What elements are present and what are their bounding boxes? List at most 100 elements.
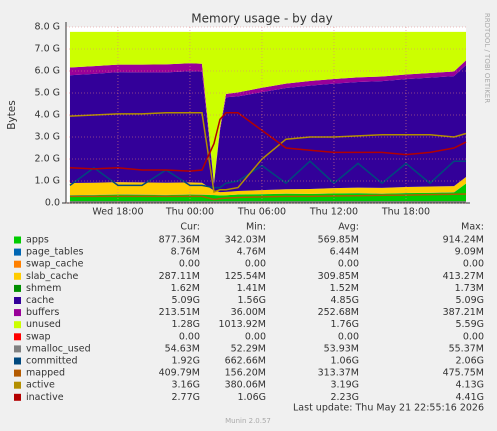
legend-stat: 1.06G: [330, 356, 359, 367]
legend-label: unused: [26, 319, 61, 330]
chart-title: Memory usage - by day: [191, 12, 332, 26]
legend-stat: 5.09G: [455, 295, 484, 306]
area: [69, 183, 467, 203]
legend-label: committed: [26, 356, 78, 367]
area: [69, 177, 467, 196]
legend-label: buffers: [26, 307, 59, 318]
area: [69, 31, 467, 183]
legend-stat: 4.41G: [455, 392, 484, 403]
line: [69, 112, 467, 194]
y-tick-label: 1.0 G: [35, 176, 61, 187]
legend-stat: 2.77G: [171, 392, 200, 403]
legend-stat: 0.00: [463, 331, 484, 342]
legend-stat: 55.37M: [449, 343, 484, 354]
legend-stat: 0.00: [179, 331, 200, 342]
legend-stat: 213.51M: [159, 307, 200, 318]
legend-stat: 156.20M: [225, 368, 266, 379]
legend-swatch: [14, 272, 21, 280]
legend-stat: 387.21M: [443, 307, 484, 318]
legend-swatch: [14, 284, 21, 292]
legend-stat: 0.00: [463, 259, 484, 270]
legend-stat: 1.41M: [237, 283, 266, 294]
legend-stat: 0.00: [338, 259, 359, 270]
legend-stat: 0.00: [245, 259, 266, 270]
legend-stat: 1013.92M: [219, 319, 266, 330]
y-tick-label: 2.0 G: [35, 154, 61, 165]
legend-stat: 877.36M: [159, 235, 200, 246]
area: [69, 65, 467, 193]
legend-swatch: [14, 309, 21, 317]
side-text: RRDTOOL / TOBI OETIKER: [483, 13, 491, 103]
stat-header: Max:: [461, 222, 484, 233]
legend-swatch: [14, 297, 21, 304]
legend-stat: 0.00: [338, 331, 359, 342]
footer: Last update: Thu May 21 22:55:16 2026: [293, 403, 484, 414]
legend-stat: 1.28G: [171, 319, 200, 330]
stat-header: Min:: [246, 222, 266, 233]
legend-swatch: [14, 369, 21, 377]
legend-stat: 252.68M: [318, 307, 359, 318]
legend-stat: 52.29M: [231, 343, 266, 354]
legend-label: mapped: [26, 368, 65, 379]
legend-label: shmem: [26, 283, 61, 294]
y-tick-label: 6.0 G: [35, 66, 61, 77]
legend-label: cache: [26, 295, 54, 306]
y-tick-label: 5.0 G: [35, 88, 61, 99]
legend-stat: 1.56G: [237, 295, 266, 306]
y-tick-label: 8.0 G: [35, 22, 61, 33]
legend-stat: 309.85M: [318, 271, 359, 282]
legend-stat: 4.85G: [330, 295, 359, 306]
legend-stat: 1.52M: [330, 283, 359, 294]
y-tick-label: 7.0 G: [35, 44, 61, 55]
legend-stat: 380.06M: [225, 380, 266, 391]
legend-stat: 125.54M: [225, 271, 266, 282]
legend-stat: 4.13G: [455, 380, 484, 391]
x-tick-label: Thu 12:00: [309, 207, 358, 218]
legend-stat: 1.76G: [330, 319, 359, 330]
x-tick-label: Thu 06:00: [237, 207, 286, 218]
legend-stat: 3.16G: [171, 380, 200, 391]
plot: [69, 31, 467, 203]
legend-stat: 4.76M: [237, 247, 266, 258]
legend-stat: 36.00M: [231, 307, 266, 318]
legend-stat: 342.03M: [225, 235, 266, 246]
legend-stat: 8.76M: [171, 247, 200, 258]
legend-swatch: [14, 236, 21, 244]
legend-stat: 2.23G: [330, 392, 359, 403]
legend-label: apps: [26, 235, 49, 246]
legend-label: page_tables: [26, 247, 84, 258]
legend-swatch: [14, 381, 21, 389]
legend-stat: 0.00: [179, 259, 200, 270]
legend-stat: 413.27M: [443, 271, 484, 282]
legend-stat: 569.85M: [318, 235, 359, 246]
legend-stat: 5.59G: [455, 319, 484, 330]
legend-stat: 53.93M: [324, 343, 359, 354]
legend-swatch: [14, 357, 21, 365]
legend-stat: 0.00: [245, 331, 266, 342]
legend-stat: 6.44M: [330, 247, 359, 258]
stat-header: Avg:: [338, 222, 359, 233]
legend-stat: 1.06G: [237, 392, 266, 403]
legend-swatch: [14, 393, 21, 401]
legend-label: swap_cache: [26, 259, 84, 270]
legend-stat: 54.63M: [165, 343, 200, 354]
legend-stat: 5.09G: [171, 295, 200, 306]
legend-stat: 409.79M: [159, 368, 200, 379]
legend-stat: 1.73M: [455, 283, 484, 294]
legend-label: active: [26, 380, 55, 391]
legend-stat: 2.06G: [455, 356, 484, 367]
y-tick-label: 3.0 G: [35, 132, 61, 143]
x-tick-label: Thu 00:00: [165, 207, 214, 218]
line: [69, 112, 467, 172]
version: Munin 2.0.57: [225, 417, 271, 425]
legend-stat: 313.37M: [318, 368, 359, 379]
legend-swatch: [14, 260, 21, 268]
stat-header: Cur:: [180, 222, 200, 233]
legend-stat: 287.11M: [159, 271, 200, 282]
legend-stat: 914.24M: [443, 235, 484, 246]
legend-stat: 662.66M: [225, 356, 266, 367]
y-tick-label: 0.0: [45, 198, 60, 209]
legend-label: swap: [26, 331, 51, 342]
x-tick-label: Wed 18:00: [92, 207, 143, 218]
